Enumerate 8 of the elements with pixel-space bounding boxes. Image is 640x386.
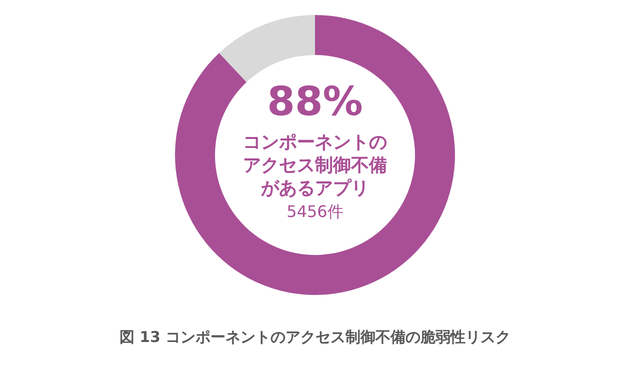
text: 図 13 コンポーネントのアクセス制御不備の脆弱性リスク [119, 328, 511, 346]
donut-slice [175, 15, 455, 295]
text: 5456件 [286, 202, 344, 221]
text: コンポーネントの [243, 132, 387, 153]
text: があるアプリ [260, 178, 369, 199]
text: アクセス制御不備 [243, 155, 387, 176]
data-label: 88% [267, 79, 363, 125]
donut-slice [219, 15, 315, 82]
